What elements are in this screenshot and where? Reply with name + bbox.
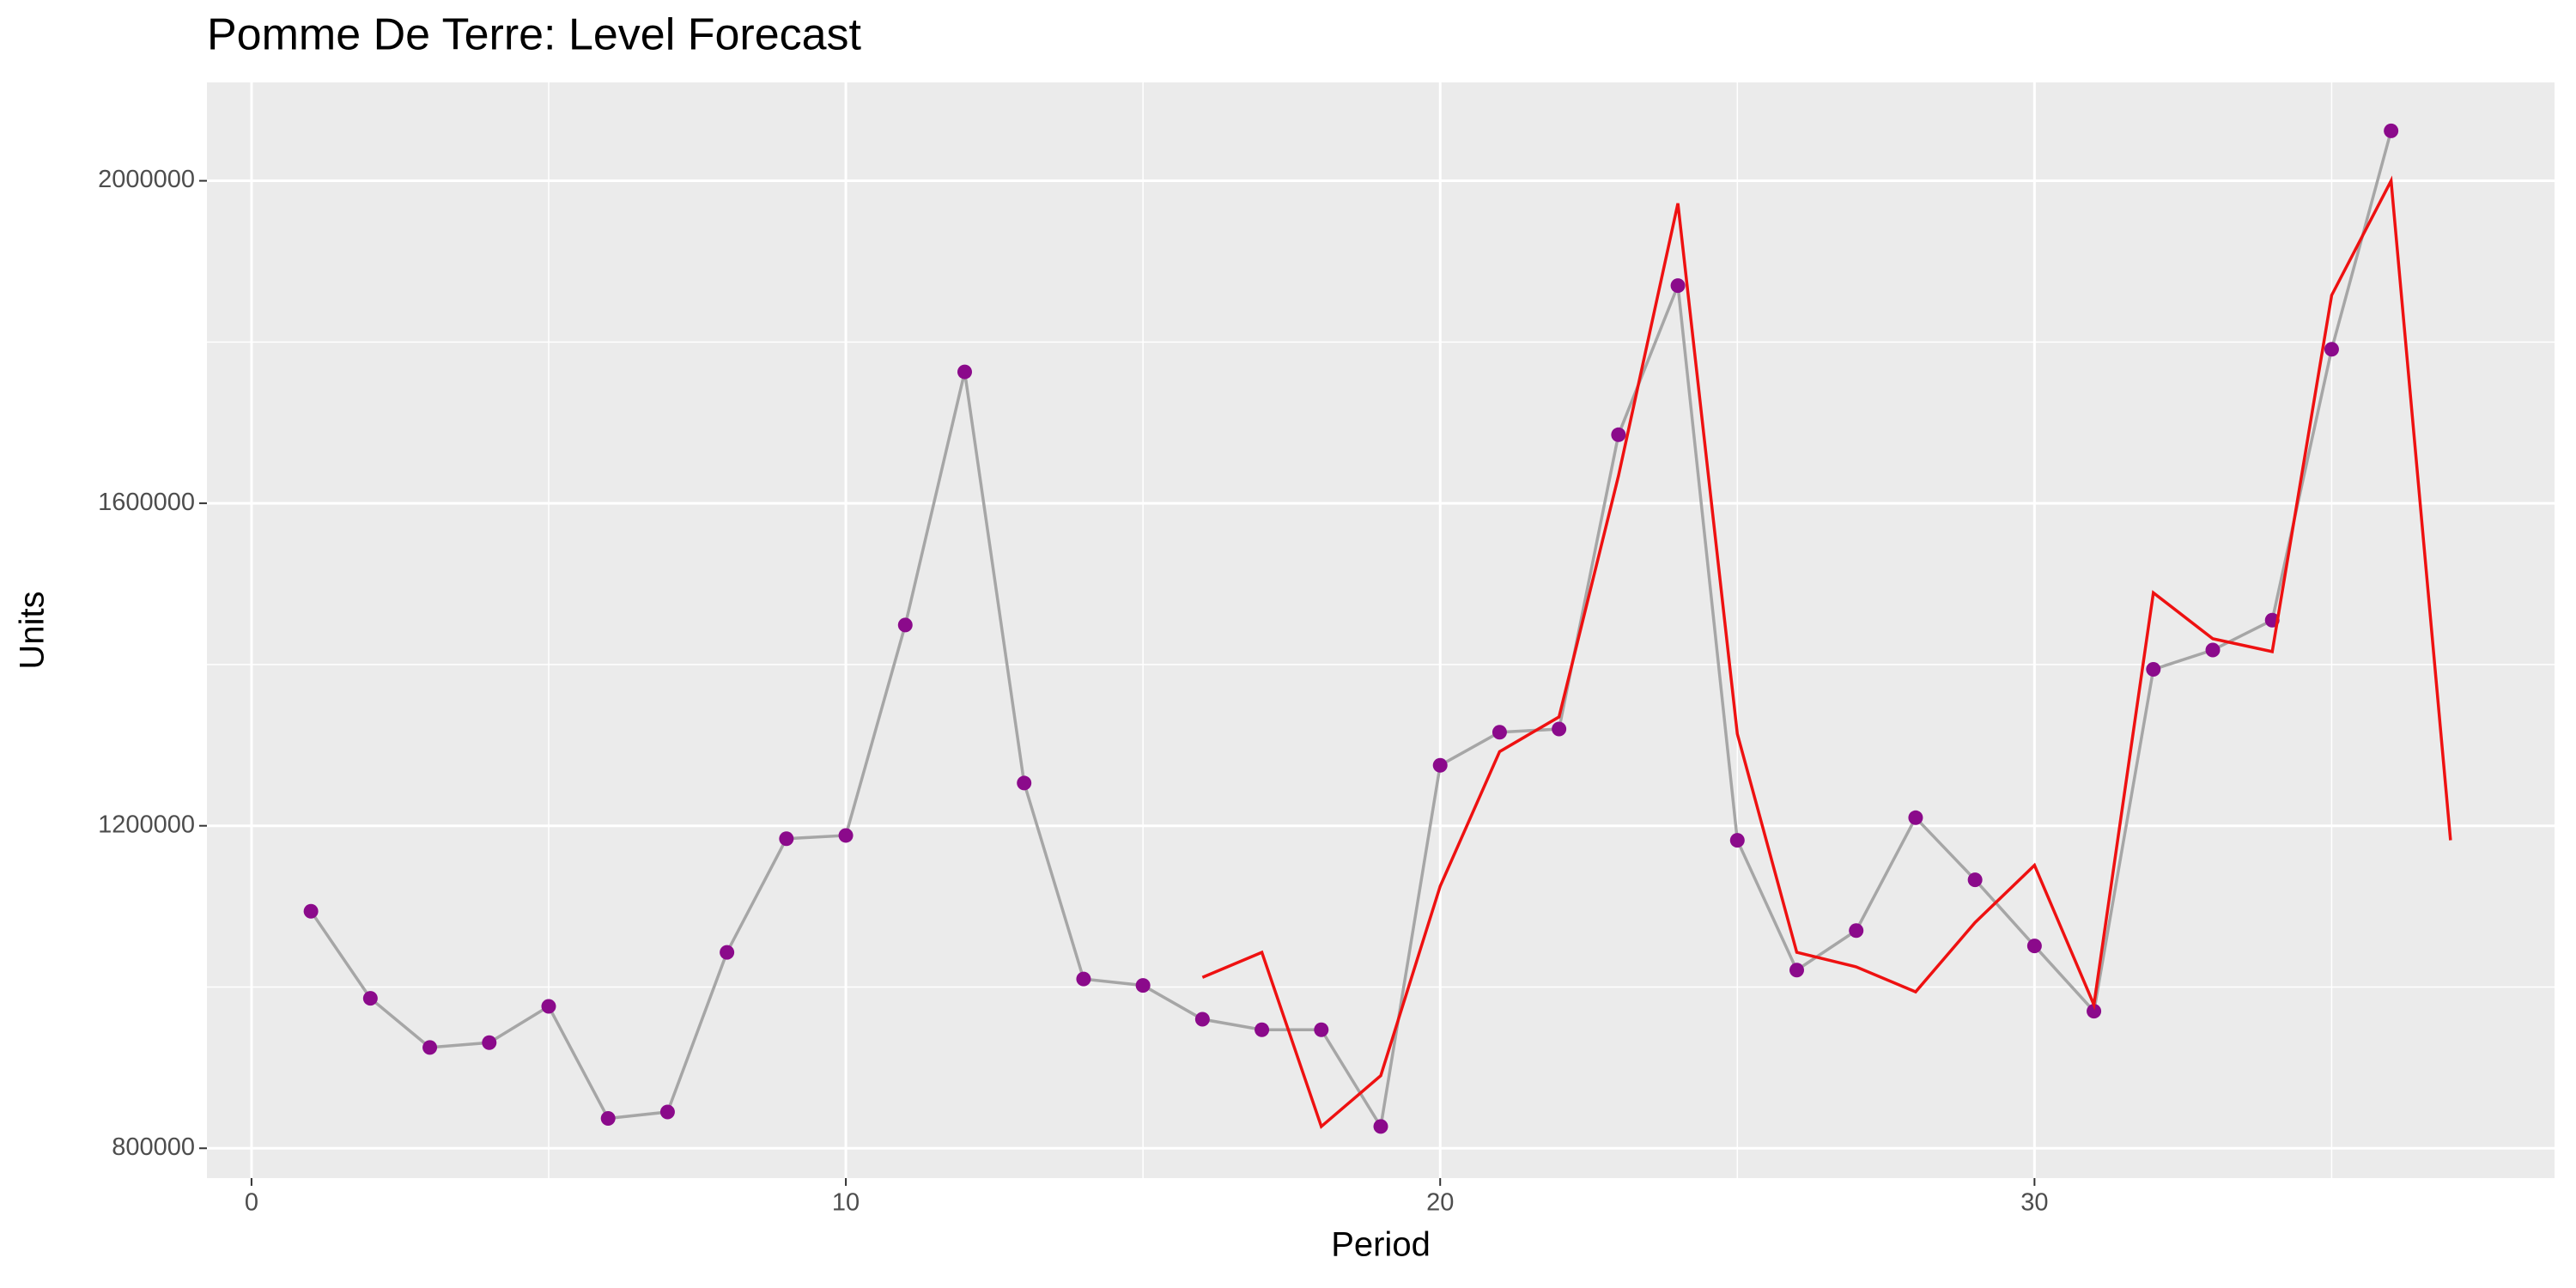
data-point: [2026, 939, 2042, 954]
data-point: [1432, 757, 1448, 773]
chart-title: Pomme De Terre: Level Forecast: [207, 10, 862, 60]
y-tick-label: 1200000: [98, 811, 195, 838]
x-tick-label: 20: [1426, 1189, 1454, 1217]
data-point: [1492, 725, 1507, 740]
data-point: [1729, 833, 1745, 848]
series-line: [1201, 175, 2452, 1129]
data-point: [1135, 978, 1151, 993]
data-point: [1789, 963, 1805, 978]
data-point: [720, 945, 735, 960]
x-tick-label: 0: [245, 1189, 258, 1217]
x-axis-title: Period: [1331, 1226, 1431, 1264]
data-point: [1670, 278, 1686, 294]
y-tick-label: 800000: [112, 1133, 195, 1161]
data-point: [1373, 1119, 1388, 1134]
x-tick-label: 10: [832, 1189, 860, 1217]
data-point: [2146, 662, 2161, 677]
data-point: [482, 1035, 497, 1050]
series-line: [309, 130, 2393, 1131]
data-point: [541, 999, 556, 1014]
y-tick-label: 2000000: [98, 166, 195, 193]
data-point: [1908, 810, 1923, 825]
data-point: [1076, 971, 1091, 987]
data-point: [2324, 342, 2339, 357]
data-point: [2205, 642, 2221, 658]
data-point: [1194, 1012, 1210, 1027]
plot-panel: [207, 82, 2555, 1178]
data-point: [1314, 1022, 1329, 1037]
data-point: [2087, 1004, 2102, 1019]
data-point: [897, 617, 913, 633]
data-point: [1255, 1022, 1270, 1037]
data-point: [957, 364, 972, 380]
data-point: [1849, 923, 1864, 939]
data-point: [362, 991, 378, 1006]
data-point: [600, 1111, 616, 1127]
y-tick-label: 1600000: [98, 489, 195, 516]
data-point: [1611, 427, 1626, 442]
data-point: [1017, 775, 1032, 791]
data-point: [303, 903, 319, 919]
data-point: [1967, 872, 1983, 888]
data-point: [838, 828, 854, 843]
data-point: [422, 1040, 438, 1055]
y-axis-title: Units: [14, 591, 52, 669]
data-point: [1552, 721, 1567, 737]
data-point: [659, 1104, 675, 1120]
data-point: [779, 831, 794, 847]
data-point: [2384, 123, 2399, 138]
x-tick-label: 30: [2020, 1189, 2048, 1217]
